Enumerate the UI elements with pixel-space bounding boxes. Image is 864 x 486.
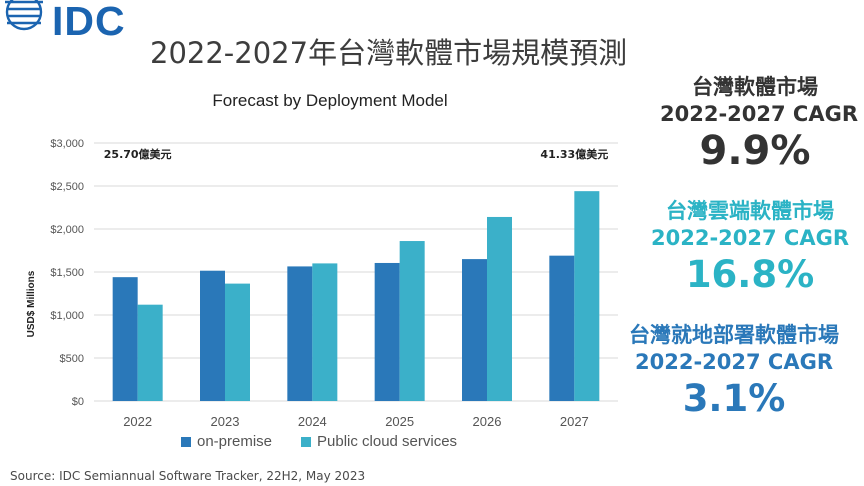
bar (225, 283, 250, 401)
y-tick-label: $1,500 (50, 267, 84, 279)
x-tick-label: 2027 (560, 414, 589, 429)
kpi-cloud-market: 台灣雲端軟體市場 2022-2027 CAGR 16.8% (650, 198, 850, 298)
kpi-label: 台灣就地部署軟體市場 (629, 323, 839, 347)
bar (399, 241, 425, 401)
page-title: 2022-2027年台灣軟體市場規模預測 (150, 36, 628, 70)
annotations: 25.70億美元 41.33億美元 (104, 147, 608, 161)
legend-swatch (181, 437, 191, 447)
legend-label: on-premise (197, 433, 272, 450)
legend: on-premise Public cloud services (181, 433, 457, 450)
bar-chart: Forecast by Deployment Model USD$ Millio… (26, 91, 618, 450)
y-tick-label: $1,000 (50, 310, 84, 322)
y-tick-label: $3,000 (50, 138, 84, 150)
data-label: 41.33億美元 (540, 147, 608, 161)
bar (200, 270, 225, 401)
kpi-value: 9.9% (699, 128, 811, 174)
idc-logo: IDC (0, 0, 150, 44)
legend-label: Public cloud services (317, 433, 457, 450)
bar (112, 277, 138, 401)
y-axis-label: USD$ Millions (26, 270, 37, 337)
bar (287, 266, 313, 401)
kpi-total-market: 台灣軟體市場 2022-2027 CAGR 9.9% (660, 74, 858, 174)
source-note: Source: IDC Semiannual Software Tracker,… (10, 469, 366, 483)
y-tick-label: $2,000 (50, 224, 84, 236)
bar (487, 216, 512, 401)
bar (462, 259, 487, 401)
y-tick-labels: $0 $500 $1,000 $1,500 $2,000 $2,500 $3,000 (50, 138, 84, 408)
x-tick-labels: 2022 2023 2024 2025 2026 2027 (123, 414, 589, 429)
x-tick-label: 2022 (123, 414, 152, 429)
kpi-on-premise-market: 台灣就地部署軟體市場 2022-2027 CAGR 3.1% (618, 322, 850, 422)
kpi-value: 16.8% (685, 253, 815, 296)
kpi-sub: 2022-2027 CAGR (651, 226, 849, 250)
y-tick-label: $500 (60, 353, 84, 365)
kpi-value: 3.1% (682, 377, 786, 420)
grid-lines (94, 142, 618, 402)
kpi-sub: 2022-2027 CAGR (660, 102, 858, 126)
chart-title: Forecast by Deployment Model (212, 91, 447, 110)
kpi-label: 台灣雲端軟體市場 (666, 199, 834, 223)
data-label: 25.70億美元 (104, 147, 172, 161)
legend-swatch (301, 437, 311, 447)
y-tick-label: $2,500 (50, 181, 84, 193)
bar (574, 191, 600, 401)
kpi-sub: 2022-2027 CAGR (635, 350, 833, 374)
bar (549, 255, 575, 401)
bar (312, 263, 338, 401)
y-tick-label: $0 (72, 396, 84, 408)
logo-text: IDC (52, 0, 126, 44)
globe-icon (5, 0, 43, 31)
bar (374, 262, 400, 401)
bars (112, 191, 600, 401)
kpi-label: 台灣軟體市場 (692, 75, 818, 99)
x-tick-label: 2026 (473, 414, 502, 429)
bar (137, 304, 163, 401)
x-tick-label: 2025 (385, 414, 414, 429)
x-tick-label: 2023 (211, 414, 240, 429)
x-tick-label: 2024 (298, 414, 327, 429)
